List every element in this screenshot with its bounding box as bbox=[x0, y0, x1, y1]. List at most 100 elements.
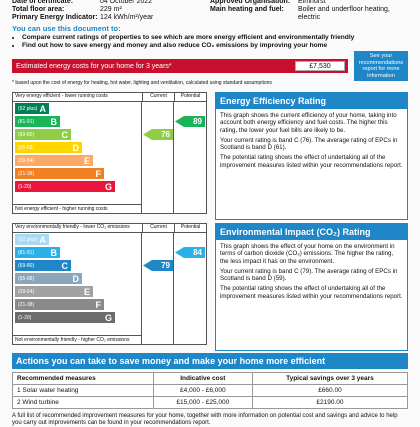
band-letter: A bbox=[39, 234, 47, 245]
band-range: (21-38) bbox=[18, 301, 35, 308]
table-cell: £2190.00 bbox=[251, 396, 409, 409]
band-range: (69-80) bbox=[18, 262, 35, 269]
header: Date of certificate: 04 October 2022 Total… bbox=[12, 0, 408, 22]
current-head: Current bbox=[142, 93, 174, 101]
table-cell: £15,000 - £25,000 bbox=[152, 396, 253, 409]
table-row: 2 Wind turbine £15,000 - £25,000 £2190.00 bbox=[12, 396, 409, 409]
rating-title: Energy Efficiency Rating bbox=[216, 93, 407, 109]
band-letter: B bbox=[50, 116, 58, 127]
band-range: (81-91) bbox=[18, 118, 35, 125]
band-row: (21-38) F bbox=[13, 298, 206, 311]
band-bar: (92 plus) A bbox=[15, 103, 49, 114]
header-label: Primary Energy Indicator: bbox=[12, 14, 98, 21]
current-head: Current bbox=[142, 224, 174, 232]
band-bar: (92 plus) A bbox=[15, 234, 49, 245]
band-row: (1-20) G bbox=[13, 311, 206, 324]
cost-bar: Estimated energy costs for your home for… bbox=[12, 59, 348, 73]
rating-chart: Very environmentally friendly - lower CO… bbox=[12, 223, 207, 345]
band-range: (39-54) bbox=[18, 288, 35, 295]
current-arrow: 79 bbox=[143, 260, 173, 271]
chart-top-label: Very energy efficient - lower running co… bbox=[15, 93, 108, 99]
header-value: Elmhurst bbox=[298, 0, 326, 5]
header-column: Date of certificate: 04 October 2022 Total… bbox=[12, 0, 210, 22]
potential-arrow: 89 bbox=[175, 116, 205, 127]
rating-paragraph: This graph shows the effect of your home… bbox=[220, 243, 395, 265]
column-line bbox=[141, 102, 142, 213]
actions-footer: A full list of recommended improvement m… bbox=[12, 413, 398, 426]
rating-paragraph: This graph shows the current efficiency … bbox=[220, 112, 397, 134]
rating-text: Environmental Impact (CO₂) Rating This gr… bbox=[215, 223, 408, 351]
rating-paragraph: Your current rating is band C (76). The … bbox=[220, 136, 398, 152]
header-cell: Indicative cost bbox=[152, 372, 253, 385]
band-row: (69-80) C bbox=[13, 128, 206, 141]
band-range: (1-20) bbox=[18, 314, 32, 321]
table-header: Recommended measures Indicative cost Typic… bbox=[12, 372, 409, 385]
cost-label: Estimated energy costs for your home for… bbox=[16, 62, 172, 70]
rating-paragraph: The potential rating shows the effect of… bbox=[220, 154, 403, 169]
chart-top-label: Very environmentally friendly - lower CO… bbox=[15, 224, 130, 230]
band-letter: F bbox=[95, 168, 102, 179]
band-bar: (39-54) E bbox=[15, 155, 93, 166]
table-cell: 1 Solar water heating bbox=[12, 384, 154, 397]
band-bar: (21-38) F bbox=[15, 168, 104, 179]
chart-bottom-label: Not environmentally friendly - higher CO… bbox=[13, 335, 142, 344]
table-cell: £660.00 bbox=[251, 384, 409, 397]
actions-table: Recommended measures Indicative cost Typic… bbox=[12, 372, 409, 409]
cost-note: See your recommendations report for more… bbox=[354, 51, 408, 81]
band-bar: (81-91) B bbox=[15, 247, 60, 258]
header-value: Boiler and underfloor heating, electric bbox=[298, 6, 390, 21]
use-bullet: Find out how to save energy and money an… bbox=[22, 42, 408, 50]
use-bullet: Compare current ratings of properties to… bbox=[22, 34, 408, 42]
uses-title: You can use this document to: bbox=[12, 24, 121, 33]
band-letter: C bbox=[61, 129, 69, 140]
band-row: (81-91) B bbox=[13, 115, 206, 128]
band-bar: (69-80) C bbox=[15, 129, 71, 140]
band-letter: E bbox=[83, 286, 90, 297]
band-row: (39-54) E bbox=[13, 154, 206, 167]
band-bar: (39-54) E bbox=[15, 286, 93, 297]
band-row: (92 plus) A bbox=[13, 233, 206, 246]
potential-arrow: 84 bbox=[175, 247, 205, 258]
band-range: (1-20) bbox=[18, 183, 32, 190]
band-letter: E bbox=[83, 155, 90, 166]
band-bar: (1-20) G bbox=[15, 312, 115, 323]
cost-row: Estimated energy costs for your home for… bbox=[12, 51, 408, 81]
band-bar: (1-20) G bbox=[15, 181, 115, 192]
band-row: (55-68) D bbox=[13, 272, 206, 285]
rating-row: Very energy efficient - lower running co… bbox=[12, 92, 408, 220]
column-line bbox=[173, 102, 174, 213]
band-row: (39-54) E bbox=[13, 285, 206, 298]
chart-head: Very environmentally friendly - lower CO… bbox=[13, 224, 206, 233]
band-letter: D bbox=[72, 273, 80, 284]
band-letter: G bbox=[104, 181, 112, 192]
rating-row: Very environmentally friendly - lower CO… bbox=[12, 223, 408, 351]
header-value: 229 m² bbox=[100, 6, 122, 13]
band-bar: (81-91) B bbox=[15, 116, 60, 127]
header-column: Approved Organisation: Elmhurst Main heati… bbox=[210, 0, 408, 22]
uses-list: Compare current ratings of properties to… bbox=[22, 34, 408, 50]
band-bar: (21-38) F bbox=[15, 299, 104, 310]
current-arrow: 76 bbox=[143, 129, 173, 140]
table-row: 1 Solar water heating £4,000 - £6,000 £660… bbox=[12, 384, 409, 397]
table-cell: 2 Wind turbine bbox=[12, 396, 154, 409]
header-label: Approved Organisation: bbox=[210, 0, 291, 5]
band-range: (21-38) bbox=[18, 170, 35, 177]
band-letter: D bbox=[72, 142, 80, 153]
band-bar: (55-68) D bbox=[15, 142, 82, 153]
band-letter: B bbox=[50, 247, 58, 258]
band-range: (55-68) bbox=[18, 275, 35, 282]
epc-page: Date of certificate: 04 October 2022 Total… bbox=[0, 0, 420, 418]
rating-chart: Very energy efficient - lower running co… bbox=[12, 92, 207, 214]
cost-value: £7,530 bbox=[295, 61, 345, 71]
potential-head: Potential bbox=[174, 224, 206, 232]
band-range: (55-68) bbox=[18, 144, 35, 151]
rating-paragraph: The potential rating shows the effect of… bbox=[220, 285, 403, 300]
band-range: (39-54) bbox=[18, 157, 35, 164]
chart-bottom-label: Not energy efficient - higher running co… bbox=[13, 204, 142, 213]
band-range: (92 plus) bbox=[18, 236, 38, 243]
header-value: 04 October 2022 bbox=[100, 0, 153, 5]
rating-paragraph: Your current rating is band C (79). The … bbox=[220, 267, 398, 283]
header-cell: Typical savings over 3 years bbox=[251, 372, 409, 385]
table-cell: £4,000 - £6,000 bbox=[152, 384, 253, 397]
header-label: Main heating and fuel: bbox=[210, 6, 284, 13]
